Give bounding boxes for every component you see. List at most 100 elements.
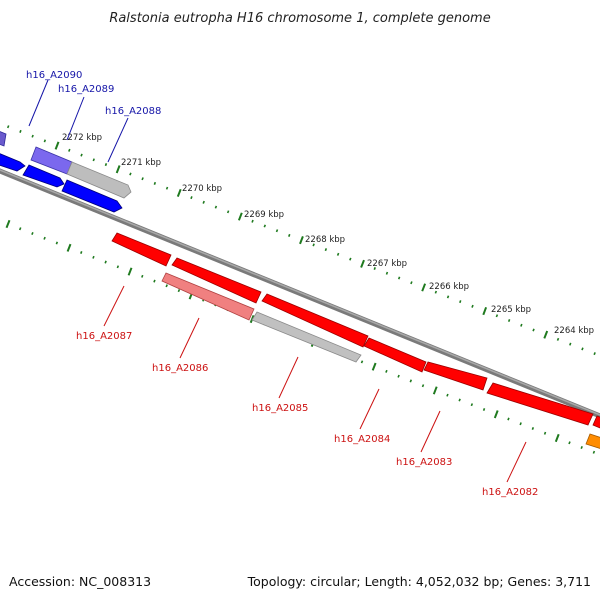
gene-feature-edge-orange[interactable] <box>585 433 600 450</box>
gene-feature-h16-A2088-grey[interactable] <box>66 161 132 199</box>
outer-guide-minor-tick <box>31 134 34 138</box>
inner-guide-minor-tick <box>177 289 181 293</box>
outer-guide-minor-tick <box>410 281 413 285</box>
gene-feature-h16-A2083[interactable] <box>423 361 488 391</box>
leader-lines <box>28 79 527 483</box>
outer-guide-minor-tick <box>80 153 83 157</box>
inner-guide-minor-tick <box>446 393 449 397</box>
outer-guide-minor-tick <box>336 252 340 256</box>
outer-guide-minor-tick <box>165 186 169 190</box>
outer-guide-minor-tick <box>251 219 254 223</box>
tick-label-2266: 2266 kbp <box>429 282 469 292</box>
gene-feature-forward-blue-1[interactable] <box>0 152 26 172</box>
gene-feature-h16-A2082[interactable] <box>486 382 594 426</box>
tick-label-2271: 2271 kbp <box>121 158 161 168</box>
outer-guide-major-tick <box>237 212 243 221</box>
inner-guide-minor-tick <box>568 441 571 445</box>
tick-label-2268: 2268 kbp <box>305 235 345 245</box>
outer-guide-minor-tick <box>153 181 157 185</box>
gene-feature-h16-A2084[interactable] <box>363 337 427 373</box>
gene-label-h16-A2086[interactable]: h16_A2086 <box>152 363 208 374</box>
gene-feature-h16-A2087[interactable] <box>111 232 172 267</box>
inner-guide-minor-tick <box>543 431 547 435</box>
outer-guide-minor-tick <box>349 257 352 261</box>
outer-guide-minor-tick <box>556 337 560 341</box>
gene-feature-h16-A2086-light[interactable] <box>161 272 255 321</box>
gene-label-h16-A2085[interactable]: h16_A2085 <box>252 403 308 414</box>
outer-guide-major-tick <box>115 165 121 174</box>
gene-feature-h16-A2086-red[interactable] <box>171 257 262 304</box>
outer-guide-major-tick <box>543 330 549 339</box>
inner-guide-minor-tick <box>153 279 156 283</box>
forward-strand-genes <box>0 130 132 213</box>
inner-guide-minor-tick <box>55 241 59 245</box>
outer-guide-major-tick <box>482 306 488 316</box>
outer-guide-minor-tick <box>68 148 71 152</box>
outer-guide-minor-tick <box>520 323 523 327</box>
outer-guide-minor-tick <box>226 210 230 214</box>
accession-text: Accession: NC_008313 <box>9 574 151 589</box>
reverse-strand-genes <box>111 232 600 450</box>
gene-feature-edge-red[interactable] <box>592 415 600 430</box>
outer-guide-minor-tick <box>43 139 47 143</box>
outer-guide-minor-tick <box>373 267 376 270</box>
gene-feature-forward-blue-2[interactable] <box>22 164 65 188</box>
outer-guide-minor-tick <box>507 319 511 322</box>
inner-guide-major-tick <box>5 219 11 229</box>
outer-guide-minor-tick <box>581 347 584 351</box>
inner-guide-minor-tick <box>385 369 388 373</box>
outer-guide-minor-tick <box>263 224 267 228</box>
outer-guide-minor-tick <box>92 158 95 162</box>
inner-guide-minor-tick <box>18 227 22 231</box>
gene-label-h16-A2084[interactable]: h16_A2084 <box>334 434 390 445</box>
gene-label-h16-A2088[interactable]: h16_A2088 <box>105 106 161 117</box>
inner-guide-minor-tick <box>165 284 168 288</box>
inner-guide-minor-tick <box>104 260 107 264</box>
gene-feature-forward-blue-3[interactable] <box>61 179 123 213</box>
inner-guide-minor-tick <box>360 360 364 364</box>
tick-label-2265: 2265 kbp <box>491 305 531 315</box>
outer-guide-minor-tick <box>471 304 474 308</box>
gene-label-h16-A2082[interactable]: h16_A2082 <box>482 487 538 498</box>
inner-guide-minor-tick <box>580 445 583 450</box>
inner-guide-minor-tick <box>531 427 535 430</box>
inner-guide-minor-tick <box>43 236 46 240</box>
outer-guide-minor-tick <box>593 352 596 356</box>
outer-guide-minor-tick <box>397 276 401 280</box>
outer-guide-minor-tick <box>459 300 462 304</box>
gene-feature-h16-A2085-red[interactable] <box>261 293 369 348</box>
gene-feature-h16-A2085-grey[interactable] <box>251 311 362 363</box>
outer-guide-minor-tick <box>104 163 108 167</box>
inner-guide-major-tick <box>554 433 560 443</box>
inner-guide-minor-tick <box>116 265 120 269</box>
inner-guide-minor-tick <box>421 384 425 388</box>
outer-guide-major-tick <box>54 141 60 150</box>
outer-guide-minor-tick <box>385 271 389 275</box>
outer-guide-minor-tick <box>446 295 450 299</box>
gene-feature-forward-light-1[interactable] <box>0 130 7 147</box>
inner-guide-minor-tick <box>141 274 144 278</box>
gene-label-h16-A2087[interactable]: h16_A2087 <box>76 331 132 342</box>
inner-guide-major-tick <box>66 243 72 252</box>
tick-label-2269: 2269 kbp <box>244 210 284 220</box>
inner-guide-minor-tick <box>507 417 510 421</box>
outer-guide-major-tick <box>299 236 304 245</box>
outer-guide-minor-tick <box>190 196 193 200</box>
outer-guide-minor-tick <box>202 200 205 204</box>
summary-text: Topology: circular; Length: 4,052,032 bp… <box>247 574 591 589</box>
outer-guide-minor-tick <box>312 243 315 247</box>
outer-guide-minor-tick <box>6 125 10 129</box>
gene-label-h16-A2090[interactable]: h16_A2090 <box>26 70 82 81</box>
outer-guide-minor-tick <box>129 172 132 176</box>
gene-label-h16-A2083[interactable]: h16_A2083 <box>396 457 452 468</box>
outer-guide-minor-tick <box>495 314 499 318</box>
inner-guide-minor-tick <box>397 374 400 378</box>
inner-guide-minor-tick <box>31 231 34 236</box>
outer-guide-major-tick <box>421 283 427 292</box>
gene-label-h16-A2089[interactable]: h16_A2089 <box>58 84 114 95</box>
inner-guide-minor-tick <box>519 422 522 426</box>
outer-guide-minor-tick <box>288 233 291 237</box>
gene-labels: h16_A2090 h16_A2089 h16_A2088 h16_A2087 … <box>26 70 538 498</box>
